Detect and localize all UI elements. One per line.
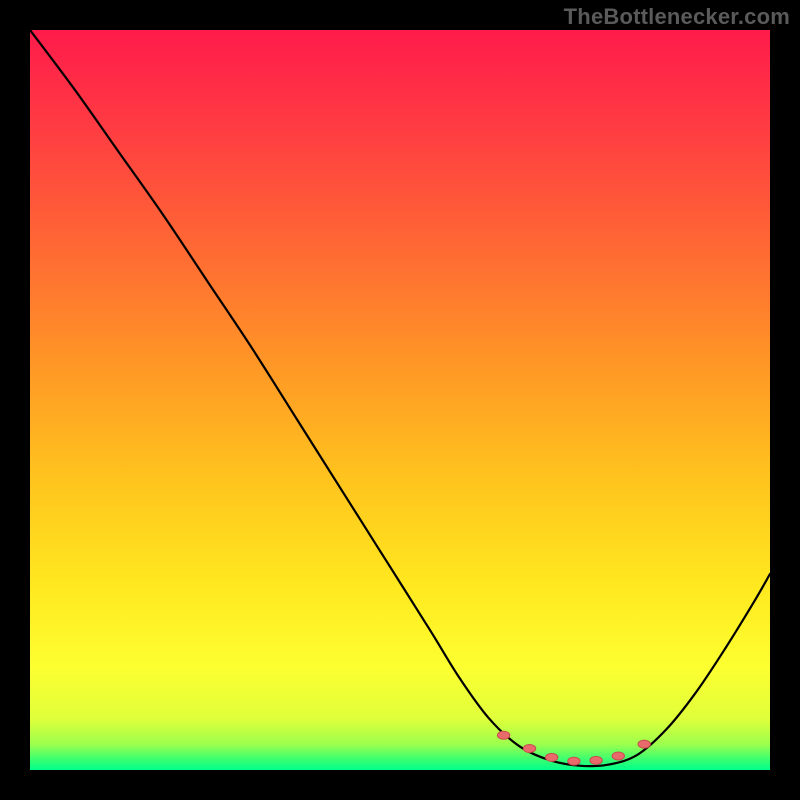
- chart-svg: [30, 30, 770, 770]
- watermark-text: TheBottlenecker.com: [564, 4, 790, 30]
- optimum-marker: [638, 740, 650, 748]
- optimum-marker: [612, 752, 624, 760]
- optimum-marker: [546, 753, 558, 761]
- plot-area: [30, 30, 770, 770]
- optimum-marker: [590, 756, 602, 764]
- gradient-background: [30, 30, 770, 770]
- optimum-marker: [497, 731, 509, 739]
- optimum-marker: [523, 745, 535, 753]
- optimum-marker: [568, 757, 580, 765]
- chart-frame: TheBottlenecker.com: [0, 0, 800, 800]
